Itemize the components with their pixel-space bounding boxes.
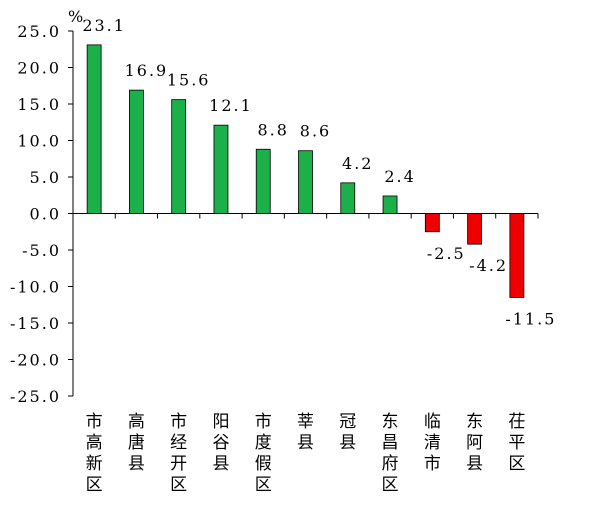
bar bbox=[171, 99, 187, 214]
data-label: 23.1 bbox=[82, 16, 126, 35]
data-label: 2.4 bbox=[384, 167, 415, 186]
bars bbox=[86, 44, 525, 298]
y-tick-label: -15.0 bbox=[10, 314, 61, 333]
bar bbox=[467, 213, 482, 245]
x-tick-label: 冠县 bbox=[339, 412, 356, 453]
data-label: -11.5 bbox=[505, 309, 556, 328]
data-label: -2.5 bbox=[427, 244, 466, 263]
x-tick-label: 市经开区 bbox=[170, 412, 187, 495]
data-label: -4.2 bbox=[469, 256, 508, 275]
data-labels: 23.1 市高新区 16.9 高唐县 15.6 市经开区 12.1 阳谷县 8.8 市度假区 8.6… bbox=[82, 16, 556, 495]
axes: 25.0 20.0 15.0 10.0 5.0 0.0 -5.0 -10.0 -15.0 -20.… bbox=[10, 22, 539, 406]
data-label: 4.2 bbox=[342, 154, 373, 173]
y-tick-label: -25.0 bbox=[10, 387, 61, 406]
x-tick-label: 茌平区 bbox=[508, 412, 525, 474]
x-tick-label: 莘县 bbox=[297, 412, 314, 453]
y-tick-label: 10.0 bbox=[17, 132, 61, 151]
y-tick-label: -5.0 bbox=[22, 241, 61, 260]
bar bbox=[213, 124, 229, 214]
x-tick-label: 市高新区 bbox=[86, 412, 103, 495]
y-tick-label: 25.0 bbox=[17, 22, 61, 41]
x-tick-label: 阳谷县 bbox=[212, 412, 229, 474]
y-axis-unit: % bbox=[68, 7, 83, 26]
bar bbox=[340, 182, 356, 214]
data-label: 8.8 bbox=[258, 120, 289, 139]
y-tick-label: -10.0 bbox=[10, 278, 61, 297]
x-tick-label: 市度假区 bbox=[255, 412, 272, 495]
bar bbox=[509, 213, 525, 298]
y-tick-label: 5.0 bbox=[30, 168, 61, 187]
bar bbox=[424, 213, 440, 233]
data-label: 16.9 bbox=[125, 61, 169, 80]
x-tick-label: 东昌府区 bbox=[382, 412, 399, 495]
bar bbox=[129, 89, 144, 214]
data-label: 8.6 bbox=[300, 122, 331, 141]
data-label: 12.1 bbox=[209, 96, 253, 115]
data-label: 15.6 bbox=[167, 71, 211, 90]
y-tick-label: 15.0 bbox=[17, 95, 61, 114]
y-tick-label: 20.0 bbox=[17, 59, 61, 78]
bar bbox=[382, 195, 398, 214]
y-tick-label: -20.0 bbox=[10, 351, 61, 370]
x-tick-label: 临清市 bbox=[424, 412, 441, 474]
x-tick-label: 高唐县 bbox=[128, 412, 145, 474]
bar bbox=[298, 150, 313, 214]
bar bbox=[255, 148, 271, 214]
x-tick-label: 东阿县 bbox=[466, 412, 483, 474]
bar bbox=[86, 44, 102, 214]
y-tick-label: 0.0 bbox=[30, 205, 61, 224]
